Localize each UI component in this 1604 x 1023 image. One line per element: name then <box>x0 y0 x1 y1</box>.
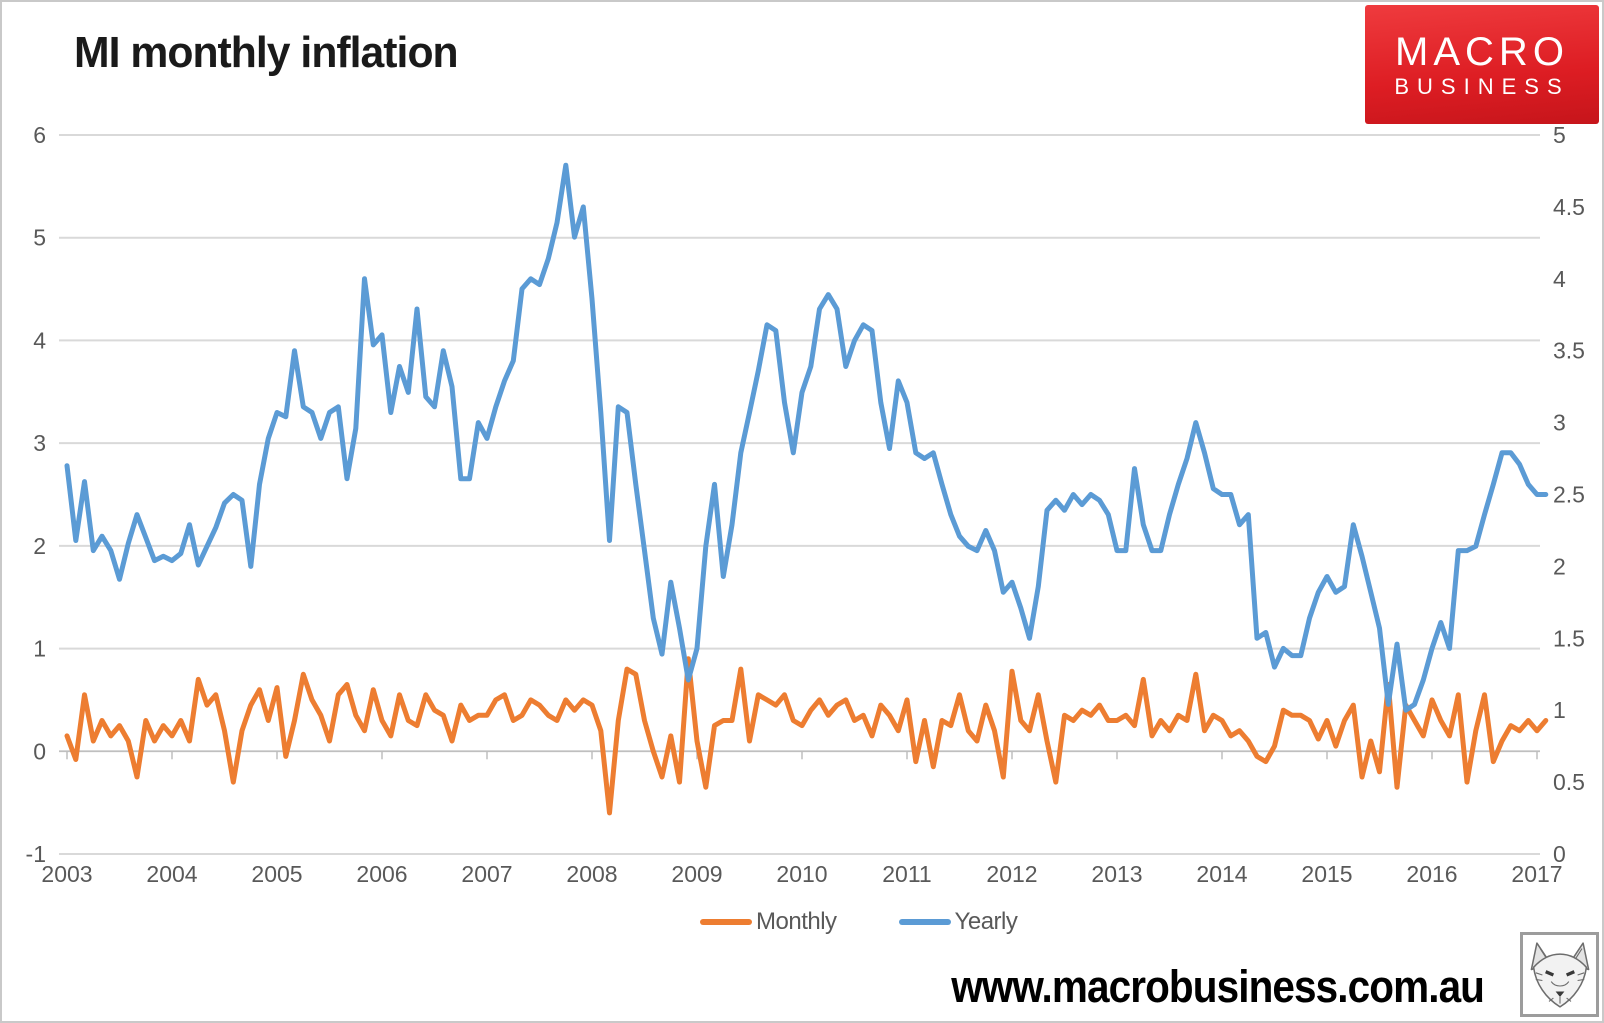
x-tick-label: 2011 <box>882 861 931 887</box>
legend-item-yearly: Yearly <box>898 908 1018 936</box>
right-axis-tick-label: 0.5 <box>1553 769 1585 795</box>
macrobusiness-logo: MACRO BUSINESS <box>1365 5 1599 124</box>
monthly-line-swatch <box>700 919 752 925</box>
left-axis-tick-label: 4 <box>33 327 46 353</box>
right-axis-tick-label: 4 <box>1553 266 1566 292</box>
page-title: MI monthly inflation <box>74 28 459 77</box>
left-axis-tick-label: 6 <box>33 122 46 148</box>
x-tick-label: 2009 <box>671 861 722 887</box>
x-tick-label: 2013 <box>1091 861 1142 887</box>
logo-line-macro: MACRO <box>1395 29 1569 74</box>
x-tick-label: 2007 <box>461 861 512 887</box>
left-axis-tick-label: -1 <box>26 841 46 867</box>
fox-logo-box <box>1520 932 1599 1017</box>
yearly-series-line <box>64 162 1549 713</box>
right-axis-tick-label: 4.5 <box>1553 194 1585 220</box>
chart-legend: Monthly Yearly <box>700 908 1018 936</box>
right-axis-tick-label: 3.5 <box>1553 338 1585 364</box>
site-url-watermark: www.macrobusiness.com.au <box>951 961 1485 1012</box>
monthly-series-line <box>64 656 1549 816</box>
logo-line-business: BUSINESS <box>1394 73 1570 99</box>
fox-sketch-icon <box>1530 941 1589 1008</box>
x-tick-label: 2003 <box>41 861 92 887</box>
legend-item-monthly: Monthly <box>700 908 837 936</box>
x-tick-label: 2017 <box>1511 861 1562 887</box>
x-tick-label: 2012 <box>986 861 1037 887</box>
right-axis-tick-label: 2 <box>1553 553 1566 579</box>
x-tick-label: 2014 <box>1196 861 1247 887</box>
left-axis-tick-label: 1 <box>33 636 46 662</box>
legend-label-monthly: Monthly <box>756 908 837 935</box>
left-axis-tick-label: 0 <box>33 738 46 764</box>
x-tick-label: 2015 <box>1301 861 1352 887</box>
right-axis-tick-label: 2.5 <box>1553 482 1585 508</box>
right-axis-tick-label: 5 <box>1553 122 1566 148</box>
legend-label-yearly: Yearly <box>954 908 1018 935</box>
x-tick-label: 2005 <box>251 861 302 887</box>
right-axis-tick-label: 1.5 <box>1553 625 1585 651</box>
x-tick-label: 2006 <box>356 861 407 887</box>
right-axis-tick-label: 0 <box>1553 841 1566 867</box>
x-tick-label: 2004 <box>146 861 197 887</box>
right-axis-tick-label: 3 <box>1553 410 1566 436</box>
x-tick-label: 2010 <box>776 861 827 887</box>
x-tick-label: 2008 <box>566 861 617 887</box>
left-axis-tick-label: 3 <box>33 430 46 456</box>
yearly-line-swatch <box>898 919 951 925</box>
left-axis-tick-label: 5 <box>33 225 46 251</box>
x-tick-label: 2016 <box>1406 861 1457 887</box>
right-axis-tick-label: 1 <box>1553 697 1566 723</box>
left-axis-tick-label: 2 <box>33 533 46 559</box>
